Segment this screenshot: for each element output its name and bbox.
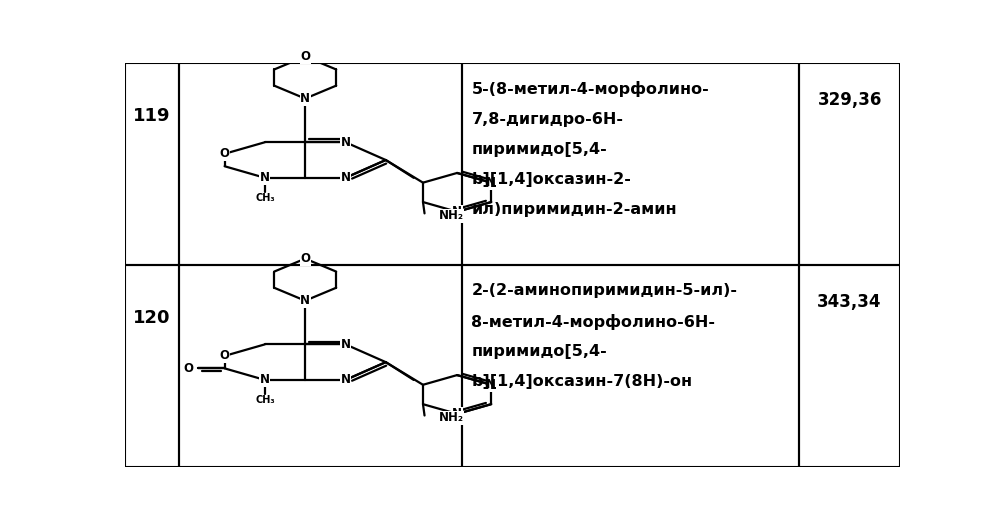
Text: 7,8-дигидро-6Н-: 7,8-дигидро-6Н- bbox=[471, 111, 623, 127]
Text: O: O bbox=[220, 148, 230, 160]
Text: пиримидо[5,4-: пиримидо[5,4- bbox=[471, 142, 607, 157]
Text: 119: 119 bbox=[133, 107, 171, 124]
Bar bbox=[125, 63, 179, 265]
Text: N: N bbox=[300, 92, 310, 105]
Text: N: N bbox=[340, 338, 350, 351]
Text: N: N bbox=[300, 294, 310, 307]
Bar bbox=[799, 265, 900, 467]
Text: 2-(2-аминопиримидин-5-ил)-: 2-(2-аминопиримидин-5-ил)- bbox=[471, 284, 737, 298]
Text: N: N bbox=[340, 373, 350, 386]
Text: O: O bbox=[184, 362, 194, 375]
Bar bbox=[799, 63, 900, 265]
Text: CH₃: CH₃ bbox=[255, 193, 275, 203]
Text: b][1,4]оксазин-7(8Н)-он: b][1,4]оксазин-7(8Н)-он bbox=[471, 374, 693, 389]
Text: NH₂: NH₂ bbox=[438, 209, 463, 222]
Text: 329,36: 329,36 bbox=[817, 91, 882, 109]
Text: ил)пиримидин-2-амин: ил)пиримидин-2-амин bbox=[471, 203, 677, 217]
Text: O: O bbox=[300, 50, 310, 63]
Text: пиримидо[5,4-: пиримидо[5,4- bbox=[471, 344, 607, 359]
Text: N: N bbox=[486, 176, 496, 189]
Text: NH₂: NH₂ bbox=[438, 412, 463, 424]
Text: 343,34: 343,34 bbox=[817, 293, 882, 311]
Text: N: N bbox=[340, 136, 350, 149]
Text: N: N bbox=[486, 379, 496, 391]
Text: N: N bbox=[452, 407, 462, 421]
Text: N: N bbox=[260, 171, 270, 184]
Text: 8-метил-4-морфолино-6Н-: 8-метил-4-морфолино-6Н- bbox=[471, 313, 715, 330]
Text: N: N bbox=[340, 171, 350, 184]
Bar bbox=[179, 265, 462, 467]
Text: 5-(8-метил-4-морфолино-: 5-(8-метил-4-морфолино- bbox=[471, 81, 709, 97]
Text: b][1,4]оксазин-2-: b][1,4]оксазин-2- bbox=[471, 172, 631, 187]
Bar bbox=[462, 63, 799, 265]
Text: O: O bbox=[300, 252, 310, 265]
Text: CH₃: CH₃ bbox=[255, 395, 275, 405]
Text: 120: 120 bbox=[133, 309, 171, 327]
Bar bbox=[125, 265, 179, 467]
Text: N: N bbox=[452, 205, 462, 218]
Bar bbox=[462, 265, 799, 467]
Text: N: N bbox=[260, 373, 270, 386]
Bar bbox=[179, 63, 462, 265]
Text: O: O bbox=[220, 350, 230, 362]
